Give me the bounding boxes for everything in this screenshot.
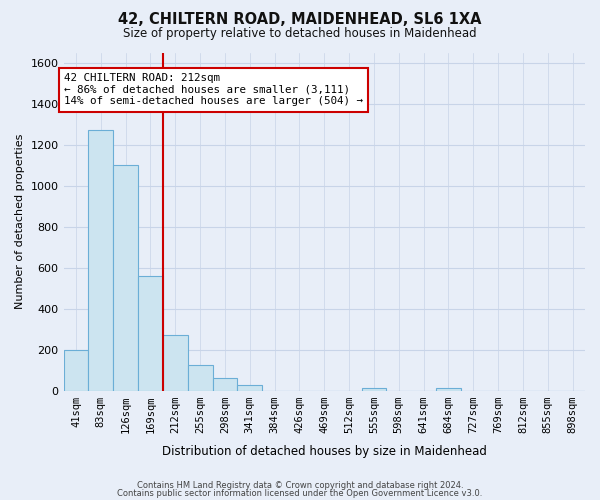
Y-axis label: Number of detached properties: Number of detached properties (15, 134, 25, 310)
Text: 42 CHILTERN ROAD: 212sqm
← 86% of detached houses are smaller (3,111)
14% of sem: 42 CHILTERN ROAD: 212sqm ← 86% of detach… (64, 73, 363, 106)
Bar (113, 166, 138, 391)
Bar (212, 378, 238, 391)
Bar (362, 388, 386, 391)
Bar (88, 130, 113, 391)
Bar (138, 276, 163, 391)
Text: 42, CHILTERN ROAD, MAIDENHEAD, SL6 1XA: 42, CHILTERN ROAD, MAIDENHEAD, SL6 1XA (118, 12, 482, 28)
X-axis label: Distribution of detached houses by size in Maidenhead: Distribution of detached houses by size … (162, 444, 487, 458)
Text: Contains public sector information licensed under the Open Government Licence v3: Contains public sector information licen… (118, 488, 482, 498)
Bar (188, 366, 212, 391)
Bar (436, 388, 461, 391)
Text: Size of property relative to detached houses in Maidenhead: Size of property relative to detached ho… (123, 28, 477, 40)
Bar (64, 350, 88, 391)
Text: Contains HM Land Registry data © Crown copyright and database right 2024.: Contains HM Land Registry data © Crown c… (137, 481, 463, 490)
Bar (163, 334, 188, 391)
Bar (238, 385, 262, 391)
